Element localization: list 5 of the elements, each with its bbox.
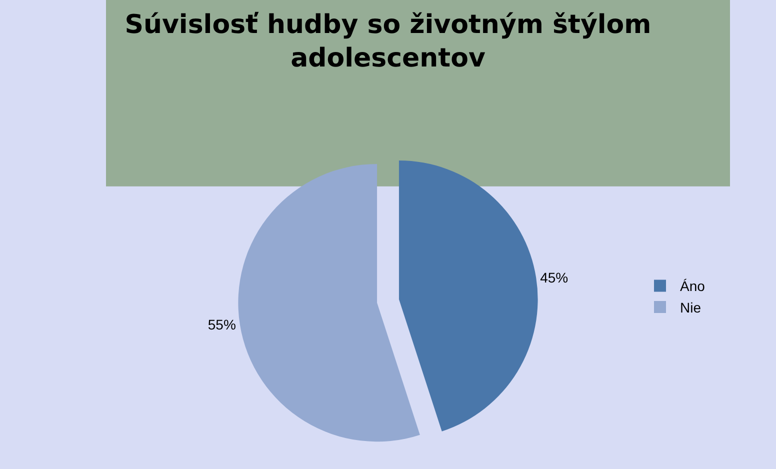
chart-title: Súvislosť hudby so životným štýlom adolescentov <box>124 10 652 74</box>
legend-label: Áno <box>680 278 706 294</box>
data-label: 45% <box>540 269 568 286</box>
legend-label: Nie <box>680 299 702 316</box>
data-label: 55% <box>208 316 236 333</box>
